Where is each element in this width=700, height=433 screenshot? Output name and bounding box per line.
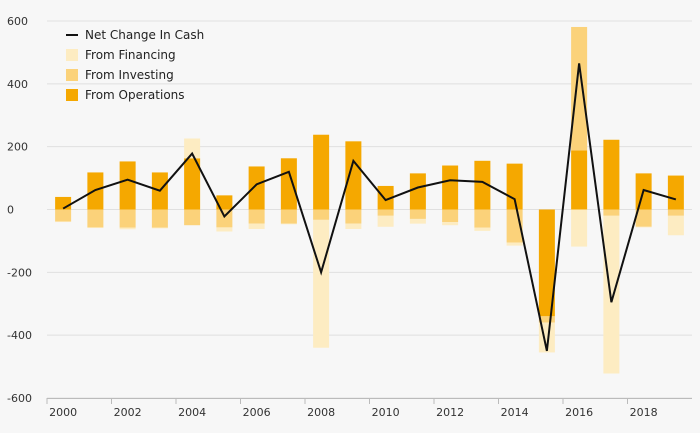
bar-from-operations [571,150,588,210]
y-tick-label: -400 [7,329,32,342]
net-change-line [62,63,677,352]
x-tick-label: 2010 [372,406,400,419]
bar-from-financing [377,215,394,227]
bar-from-operations [603,139,620,210]
bar-from-financing [474,227,491,231]
bar-from-financing [119,227,136,230]
legend-label: From Investing [85,68,174,82]
legend-label: From Financing [85,48,176,62]
x-tick-label: 2012 [436,406,464,419]
bar-from-operations [377,185,394,210]
legend-swatch [66,89,78,101]
bar-from-financing [184,138,201,159]
bar-from-investing [635,209,652,227]
bar-from-financing [55,221,72,223]
x-tick-label: 2004 [178,406,206,419]
x-tick-label: 2006 [243,406,271,419]
bar-from-operations [119,161,136,210]
legend: Net Change In Cash From Financing From Inv… [66,28,204,102]
bar-from-operations [184,158,201,210]
bar-from-investing [280,209,297,224]
bar-from-financing [571,209,588,247]
legend-swatch [66,69,78,81]
x-tick-label: 2018 [630,406,658,419]
x-tick-label: 2008 [307,406,335,419]
y-tick-label: 0 [7,204,14,217]
legend-label: From Operations [85,88,185,102]
bar-from-operations [345,141,362,210]
y-tick-label: 600 [7,15,28,28]
bar-from-financing [87,227,104,229]
legend-label: Net Change In Cash [85,28,204,42]
bar-from-financing [248,223,265,229]
y-tick-label: 200 [7,141,28,154]
bar-from-investing [538,316,555,323]
bar-from-investing [248,209,265,224]
bar-from-investing [313,209,330,220]
bar-from-financing [280,223,297,225]
bar-from-financing [667,215,684,236]
net-change-line-layer [62,63,677,352]
bar-from-operations [474,160,491,210]
bar-from-investing [151,209,168,228]
bar-from-financing [635,226,652,228]
bar-from-operations [313,134,330,210]
bar-from-operations [538,209,555,317]
bar-from-financing [409,218,426,224]
bar-from-operations [280,158,297,210]
bar-from-investing [474,209,491,228]
bar-from-investing [87,209,104,228]
x-tick-label: 2000 [49,406,77,419]
legend-swatch [66,49,78,61]
bar-from-financing [216,227,233,232]
bar-from-investing [603,209,620,216]
bar-from-operations [442,165,459,210]
bar-from-financing [151,227,168,229]
bars [55,26,684,374]
bar-from-financing [442,222,459,226]
bar-from-investing [55,209,72,222]
bar-from-investing [409,209,426,219]
x-tick-label: 2016 [565,406,593,419]
bar-from-financing [313,219,330,348]
bar-from-financing [506,242,523,246]
bar-from-investing [119,209,136,228]
bar-from-investing [216,209,233,228]
bar-from-financing [345,223,362,229]
bar-from-investing [667,209,684,216]
bar-from-investing [345,209,362,224]
y-tick-label: 400 [7,78,28,91]
bar-from-operations [409,173,426,210]
x-tick-label: 2014 [501,406,529,419]
bar-from-operations [667,175,684,210]
bar-from-investing [377,209,394,216]
bar-from-financing [603,215,620,374]
y-tick-label: -600 [7,392,32,405]
bar-from-investing [184,209,201,226]
y-tick-label: -200 [7,266,32,279]
bar-from-investing [571,26,588,151]
x-tick-label: 2002 [114,406,142,419]
bar-from-operations [216,195,233,210]
bar-from-investing [442,209,459,223]
bar-from-operations [248,166,265,210]
